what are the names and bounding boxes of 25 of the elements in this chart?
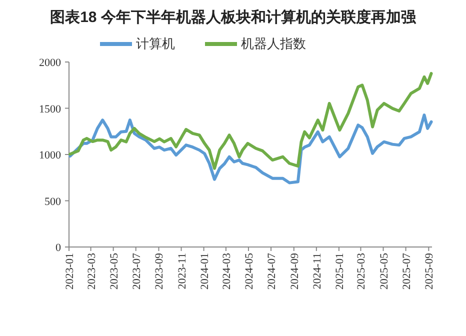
x-tick-label: 2023-01 <box>64 253 76 290</box>
x-tick-label: 2024-03 <box>220 252 233 290</box>
x-tick-label: 2023-07 <box>130 252 143 290</box>
x-tick-label: 2024-09 <box>288 252 301 290</box>
x-tick-label: 2024-05 <box>243 252 256 290</box>
x-tick-label: 2025-03 <box>356 252 368 290</box>
y-tick-label: 0 <box>56 242 62 254</box>
x-tick-label: 2024-11 <box>311 253 324 290</box>
legend-label: 机器人指数 <box>241 36 306 51</box>
x-tick-label: 2024-01 <box>198 253 211 290</box>
x-tick-label: 2025-05 <box>378 252 390 290</box>
y-tick-label: 2000 <box>39 57 62 69</box>
x-tick-label: 2025-09 <box>424 252 436 290</box>
x-tick-label: 2025-07 <box>400 252 413 290</box>
x-tick-label: 2024-07 <box>266 252 278 290</box>
y-tick-label: 1500 <box>39 103 62 116</box>
y-tick-label: 1000 <box>39 150 62 162</box>
x-tick-label: 2023-03 <box>86 252 98 290</box>
x-tick-label: 2025-01 <box>334 253 346 290</box>
y-tick-label: 500 <box>44 196 62 208</box>
legend-label: 计算机 <box>136 36 175 51</box>
x-tick-label: 2023-05 <box>108 252 120 290</box>
title: 图表18 今年下半年机器人板块和计算机的关联度再加强 <box>50 9 416 26</box>
x-tick-label: 2023-09 <box>154 252 166 290</box>
x-tick-label: 2023-11 <box>176 253 188 290</box>
